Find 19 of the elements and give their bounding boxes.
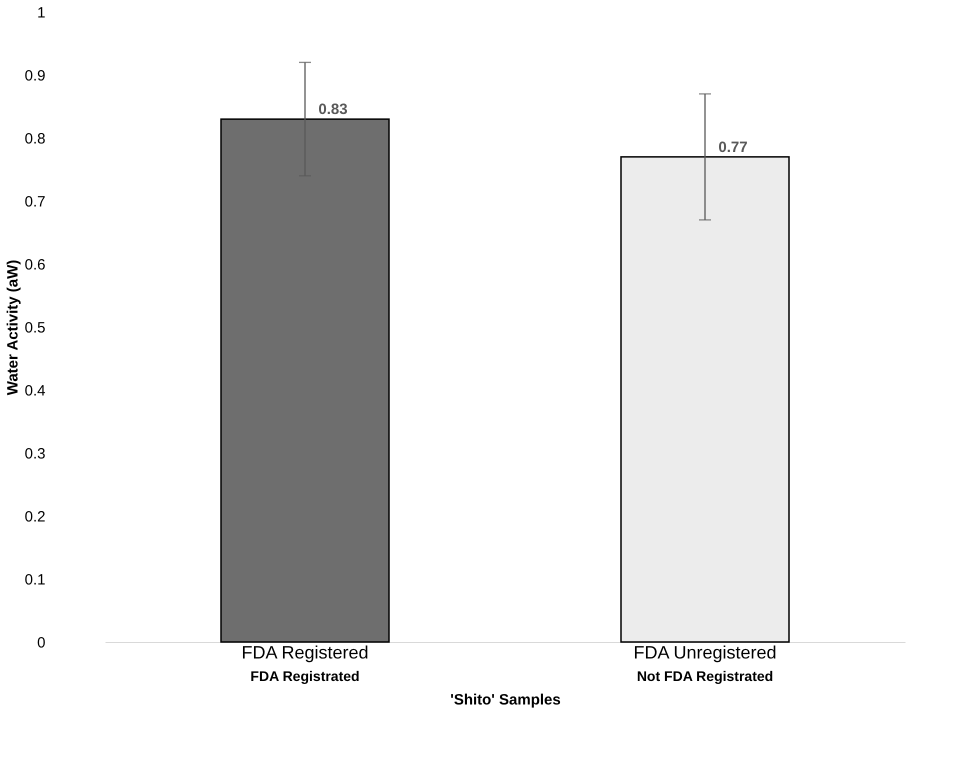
y-tick-label: 0.1	[24, 572, 46, 588]
data-label: 0.77	[718, 138, 748, 156]
y-tick-label: 0.8	[24, 130, 46, 148]
x-tick-label: FDA Unregistered	[633, 642, 777, 662]
y-tick-label: 0.4	[24, 382, 46, 400]
y-tick-label: 0.9	[24, 68, 46, 84]
y-tick-label: 0.2	[24, 508, 46, 526]
y-tick-label: 0	[37, 634, 46, 652]
y-axis-title: Water Activity (aW)	[4, 260, 22, 396]
x-tick-label: FDA Registered	[241, 642, 369, 662]
x-axis-title: 'Shito' Samples	[450, 692, 561, 708]
y-tick-label: 0.7	[24, 194, 46, 210]
y-tick-label: 0.3	[24, 446, 46, 462]
y-tick-label: 0.6	[24, 256, 46, 274]
text: FDA Registrated	[250, 668, 360, 684]
y-tick-label: 0.5	[24, 320, 46, 336]
text: Not FDA Registrated	[636, 668, 774, 684]
y-tick-label: 1	[37, 4, 46, 22]
data-label: 0.83	[318, 101, 348, 118]
